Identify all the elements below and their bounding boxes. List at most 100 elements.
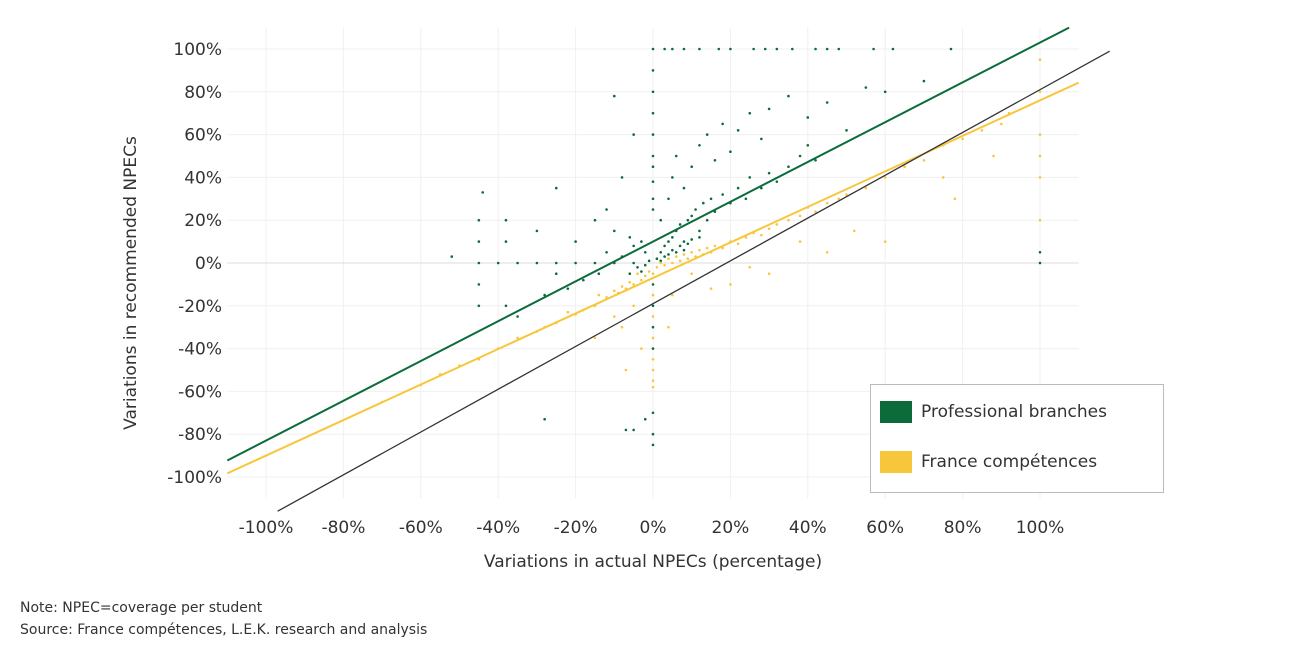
- data-point: [651, 293, 655, 297]
- x-tick-label: 80%: [944, 518, 982, 538]
- data-point: [496, 261, 500, 265]
- trendline: [226, 26, 1070, 462]
- data-point: [705, 133, 709, 136]
- data-point: [504, 240, 508, 243]
- y-tick-label: -80%: [178, 425, 222, 445]
- data-point: [628, 280, 632, 284]
- data-point: [636, 272, 639, 276]
- data-point: [736, 129, 740, 132]
- data-point: [651, 347, 655, 350]
- data-point: [883, 176, 887, 179]
- data-point: [605, 251, 608, 254]
- data-point: [760, 137, 763, 141]
- trendlines: [226, 26, 1110, 512]
- data-point: [643, 263, 647, 267]
- data-point: [709, 197, 713, 201]
- data-point: [516, 261, 519, 265]
- data-point: [636, 265, 639, 269]
- data-point: [798, 240, 802, 243]
- data-point: [729, 47, 732, 51]
- data-point: [690, 165, 693, 168]
- data-point: [682, 186, 686, 190]
- data-point: [659, 218, 663, 222]
- x-tick-label: 60%: [866, 518, 904, 538]
- data-point: [678, 223, 682, 226]
- data-point: [705, 246, 709, 250]
- y-tick-label: 60%: [184, 126, 222, 146]
- data-point: [613, 315, 616, 318]
- data-point: [481, 191, 485, 194]
- y-tick-label: 0%: [195, 254, 222, 274]
- data-point: [941, 176, 945, 179]
- data-point: [667, 325, 670, 329]
- data-point: [787, 94, 790, 98]
- data-point: [713, 158, 717, 162]
- data-point: [477, 218, 481, 222]
- data-point: [748, 265, 752, 269]
- data-point: [651, 368, 655, 372]
- data-point: [671, 248, 674, 252]
- data-point: [624, 368, 628, 372]
- data-point: [651, 325, 655, 329]
- data-point: [655, 265, 659, 269]
- data-point: [690, 238, 693, 241]
- data-point: [686, 242, 690, 246]
- data-point: [593, 218, 597, 222]
- legend-swatch-green: [880, 401, 912, 423]
- data-point: [605, 295, 608, 299]
- data-point: [1038, 154, 1042, 158]
- data-point: [671, 261, 674, 265]
- data-point: [767, 227, 771, 231]
- data-point: [922, 158, 926, 162]
- data-point: [690, 214, 693, 218]
- data-point: [566, 287, 570, 290]
- data-point: [748, 176, 752, 179]
- data-point: [655, 257, 659, 261]
- data-point: [837, 47, 841, 51]
- data-point: [651, 111, 655, 115]
- data-point: [760, 186, 763, 190]
- x-tick-label: -80%: [321, 518, 365, 538]
- data-point: [667, 240, 670, 243]
- source-note: Source: France compétences, L.E.K. resea…: [20, 622, 428, 638]
- trendline: [277, 50, 1110, 512]
- data-point: [667, 257, 670, 261]
- footnote: Note: NPEC=coverage per student: [20, 600, 263, 616]
- data-point: [852, 229, 856, 233]
- y-axis-title: Variations in recommended NPECs: [121, 136, 141, 430]
- data-point: [837, 197, 841, 201]
- data-point: [667, 253, 670, 256]
- data-point: [582, 278, 585, 282]
- data-point: [628, 272, 632, 276]
- data-point: [450, 255, 454, 258]
- x-axis-title: Variations in actual NPECs (percentage): [484, 552, 822, 572]
- data-point: [651, 432, 655, 436]
- data-point: [671, 293, 674, 297]
- data-point: [922, 79, 926, 83]
- data-point: [605, 208, 608, 211]
- data-point: [651, 336, 655, 340]
- data-point: [814, 210, 817, 213]
- data-point: [798, 154, 802, 158]
- data-point: [663, 263, 666, 267]
- y-tick-label: 100%: [173, 40, 222, 60]
- y-tick-label: -100%: [167, 468, 222, 488]
- x-tick-label: -40%: [476, 518, 520, 538]
- data-point: [663, 255, 666, 258]
- data-point: [682, 248, 686, 252]
- data-point: [620, 325, 624, 329]
- x-tick-label: -60%: [399, 518, 443, 538]
- data-point: [477, 261, 481, 265]
- data-point: [651, 358, 655, 361]
- data-point: [949, 47, 953, 51]
- data-point: [883, 240, 887, 243]
- data-point: [775, 180, 779, 183]
- data-point: [643, 251, 647, 254]
- data-point: [535, 229, 539, 233]
- x-tick-label: 0%: [640, 518, 667, 538]
- data-point: [651, 379, 655, 383]
- data-point: [698, 47, 701, 51]
- legend: Professional branches France compétences: [870, 384, 1164, 493]
- data-point: [698, 248, 701, 252]
- data-point: [729, 150, 732, 154]
